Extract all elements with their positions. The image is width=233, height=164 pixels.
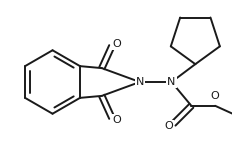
Text: O: O — [112, 39, 121, 49]
Text: O: O — [112, 115, 121, 125]
Text: O: O — [211, 91, 219, 101]
Text: O: O — [164, 121, 173, 131]
Text: N: N — [136, 77, 144, 87]
Text: N: N — [167, 77, 176, 87]
